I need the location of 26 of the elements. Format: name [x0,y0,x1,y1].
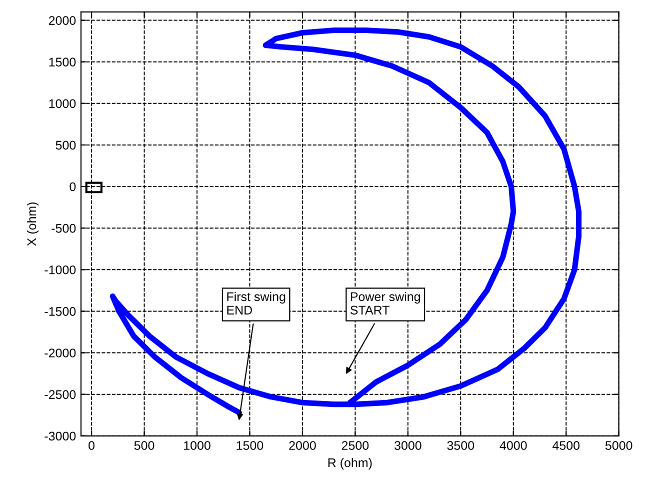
x-axis-title: R (ohm) [328,458,372,470]
x-tick-label: 4500 [552,441,580,450]
x-tick-label: 500 [134,441,154,450]
x-tick-label: 0 [88,441,95,450]
y-tick-label: -2500 [44,390,76,399]
y-axis-title: X (ohm) [26,202,39,246]
y-tick-label: -3000 [44,432,76,441]
y-tick-label: 1000 [49,99,76,108]
y-tick-label: 2000 [48,16,76,25]
x-tick-label: 1000 [184,441,210,450]
x-tick-label: 5000 [605,441,632,450]
x-tick-label: 2500 [342,441,369,450]
y-tick-label: -500 [52,224,76,233]
y-tick-label: -1000 [44,265,76,274]
annotation: Power swing START [350,292,420,315]
x-tick-label: 3000 [394,441,422,450]
x-tick-label: 1500 [236,441,264,450]
y-tick-label: -2000 [44,348,76,358]
x-tick-label: 3500 [447,441,474,450]
y-tick-label: 1500 [49,58,76,66]
x-tick-label: 4000 [500,441,527,450]
y-tick-label: -1500 [44,307,76,316]
y-tick-label: 500 [56,140,76,150]
x-tick-label: 2000 [289,441,316,450]
annotation: First swing END [227,292,286,314]
y-tick-label: 0 [70,182,76,192]
